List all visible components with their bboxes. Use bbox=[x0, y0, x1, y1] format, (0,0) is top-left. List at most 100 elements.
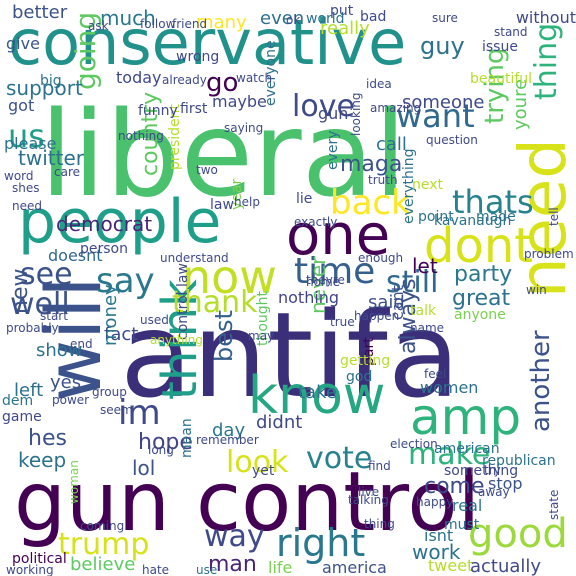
word-tweet: tweet bbox=[428, 556, 474, 575]
word-amazing: amazing bbox=[370, 101, 422, 115]
word-believe: believe bbox=[70, 554, 136, 575]
word-keep: keep bbox=[18, 448, 67, 472]
word-take: take bbox=[298, 382, 337, 403]
word-probably: probably bbox=[6, 321, 59, 335]
word-day: day bbox=[212, 420, 246, 441]
word-kavanaugh: kavanaugh bbox=[434, 213, 512, 229]
word-republican: republican bbox=[482, 453, 556, 469]
word-live: live bbox=[358, 485, 380, 499]
word-give: give bbox=[6, 34, 40, 53]
word-love: love bbox=[292, 89, 355, 124]
word-call: call bbox=[376, 134, 407, 155]
word-must: must bbox=[444, 517, 480, 533]
word-isnt: isnt bbox=[424, 526, 454, 545]
word-today: today bbox=[116, 68, 162, 87]
word-without: without bbox=[515, 8, 576, 27]
word-see: see bbox=[20, 257, 73, 292]
word-us: us bbox=[8, 117, 45, 155]
word-women: women bbox=[420, 378, 479, 397]
word-funny: funny bbox=[138, 103, 178, 119]
word-sure: sure bbox=[432, 11, 458, 25]
word-nothing: nothing bbox=[118, 129, 164, 143]
word-tell: tell bbox=[547, 207, 561, 226]
word-stop: stop bbox=[488, 474, 523, 493]
word-used: used bbox=[140, 313, 169, 327]
word-american: american bbox=[434, 441, 500, 457]
word-use: use bbox=[196, 563, 218, 576]
word-stand: stand bbox=[494, 25, 528, 39]
word-maga: maga bbox=[340, 152, 403, 177]
word-thing: thing bbox=[529, 22, 564, 100]
word-something: something bbox=[444, 463, 519, 479]
word-coming: coming bbox=[80, 519, 125, 533]
word-work: work bbox=[412, 540, 461, 564]
word-gun-control: gun control bbox=[14, 455, 481, 550]
word-thats: thats bbox=[452, 183, 534, 221]
word-start: start bbox=[40, 309, 68, 323]
word-want: want bbox=[396, 97, 475, 135]
word-help: help bbox=[234, 195, 260, 209]
word-shes: shes bbox=[12, 181, 40, 195]
word-try: try bbox=[484, 463, 501, 477]
word-still: still bbox=[386, 265, 439, 300]
word-care: care bbox=[54, 165, 81, 179]
word-truth: truth bbox=[368, 173, 398, 187]
word-control-law: control law bbox=[175, 263, 191, 340]
word-party: party bbox=[454, 262, 513, 287]
word-long: long bbox=[148, 443, 174, 457]
word-seem: seem bbox=[100, 403, 133, 417]
word-problem: problem bbox=[524, 247, 574, 261]
word-back: back bbox=[330, 183, 411, 223]
word-happen: happen bbox=[354, 309, 400, 323]
word-vote: vote bbox=[306, 441, 373, 476]
word-im: im bbox=[118, 393, 161, 433]
word-bad: bad bbox=[360, 9, 387, 25]
word-make: make bbox=[408, 437, 491, 472]
word-one: one bbox=[286, 203, 391, 268]
word-beautiful: beautiful bbox=[470, 71, 533, 87]
word-amp: amp bbox=[410, 388, 522, 446]
word-talking: talking bbox=[348, 493, 389, 507]
word-hate: hate bbox=[142, 563, 170, 576]
word-much: much bbox=[100, 6, 156, 30]
word-great: great bbox=[452, 286, 511, 311]
word-got: got bbox=[8, 96, 35, 115]
word-conservative: conservative bbox=[8, 6, 407, 79]
word-made: made bbox=[476, 209, 516, 225]
word-way: way bbox=[204, 519, 265, 554]
word-lie: lie bbox=[296, 191, 313, 207]
word-guy: guy bbox=[420, 32, 465, 60]
word-feel: feel bbox=[424, 367, 447, 381]
word-dont: dont bbox=[424, 218, 534, 274]
word-actually: actually bbox=[470, 556, 542, 576]
word-ok: ok bbox=[286, 13, 301, 27]
word-go: go bbox=[206, 68, 239, 98]
word-question: question bbox=[426, 133, 478, 147]
word-remember: remember bbox=[196, 433, 259, 447]
word-didnt: didnt bbox=[256, 412, 303, 433]
word-man: man bbox=[208, 552, 257, 576]
word-follow: follow bbox=[140, 17, 176, 31]
word-support: support bbox=[6, 76, 83, 100]
word-name: name bbox=[410, 321, 445, 335]
word-many: many bbox=[196, 12, 247, 33]
word-best: best bbox=[210, 310, 238, 362]
word-happy: happy bbox=[416, 495, 454, 509]
word-next: next bbox=[412, 177, 444, 193]
word-doesnt: doesnt bbox=[48, 246, 103, 265]
word-true: true bbox=[330, 315, 355, 329]
word-better: better bbox=[12, 2, 68, 23]
word-trump: trump bbox=[58, 527, 150, 562]
word-win: win bbox=[526, 283, 547, 297]
word-yet: yet bbox=[252, 463, 275, 479]
word-good: good bbox=[468, 511, 568, 557]
word-working: working bbox=[6, 563, 54, 576]
word-people: people bbox=[18, 187, 222, 257]
word-right: right bbox=[276, 521, 366, 565]
word-word: word bbox=[4, 169, 34, 183]
word-dem: dem bbox=[2, 393, 34, 409]
word-group: group bbox=[92, 385, 127, 399]
word-ask: ask bbox=[88, 19, 109, 33]
word-god: god bbox=[346, 369, 373, 385]
